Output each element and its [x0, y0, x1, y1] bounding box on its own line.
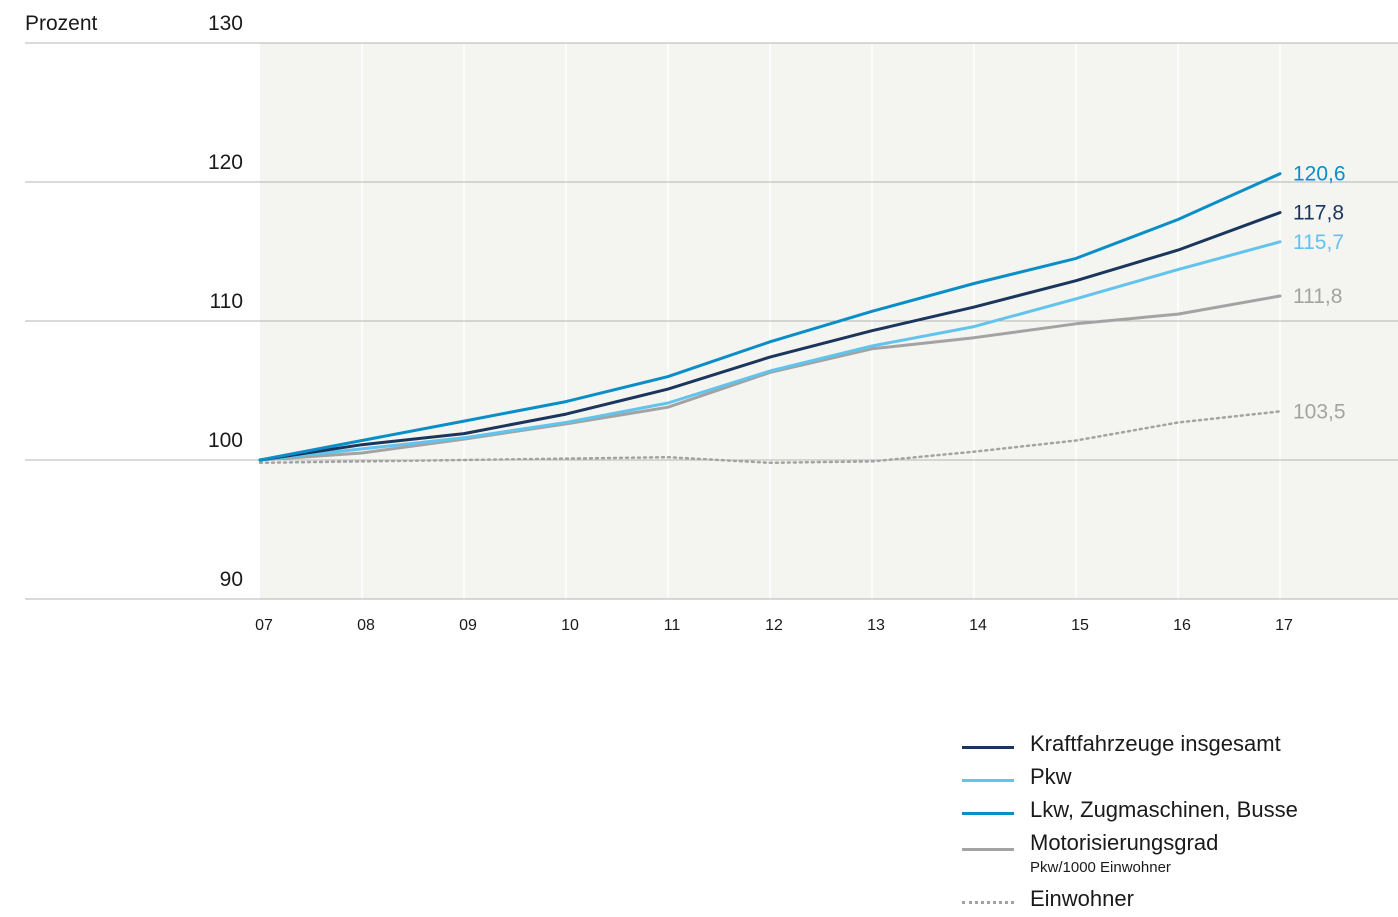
series-line-pkw [258, 240, 1282, 462]
legend-swatch [962, 848, 1014, 851]
legend-label: Kraftfahrzeuge insgesamt [1030, 731, 1281, 756]
x-tick-label: 11 [664, 617, 681, 634]
y-tick-label: 130 [208, 12, 243, 35]
x-tick-label: 12 [765, 617, 783, 634]
end-value-label: 120,6 [1293, 163, 1346, 186]
end-value-label: 103,5 [1293, 400, 1346, 423]
legend-item: Lkw, Zugmaschinen, Busse [962, 795, 1392, 828]
legend-swatch [962, 901, 1014, 904]
y-tick-label: 90 [220, 568, 243, 591]
series-line-kraftfahrzeuge-insgesamt [258, 211, 1282, 462]
line-chart: 90 100 110 120 130 Prozent 07 08 09 10 11 12 13 14 15 1… [25, 12, 1398, 634]
end-value-label: 115,7 [1293, 231, 1344, 254]
series-line-einwohner [258, 410, 1282, 465]
legend-item: Motorisierungsgrad Pkw/1000 Einwohner [962, 828, 1392, 884]
x-tick-label: 10 [561, 617, 579, 634]
legend-swatch [962, 779, 1014, 782]
legend-item: Pkw [962, 762, 1392, 795]
x-tick-label: 16 [1173, 617, 1191, 634]
legend-swatch [962, 812, 1014, 815]
x-tick-label: 14 [969, 617, 987, 634]
x-tick-label: 17 [1275, 617, 1293, 634]
end-value-label: 111,8 [1293, 285, 1342, 308]
y-tick-label: 110 [210, 290, 243, 313]
x-tick-label: 15 [1071, 617, 1089, 634]
legend-label: Motorisierungsgrad [1030, 830, 1219, 855]
y-tick-label: 100 [208, 429, 243, 452]
legend-item: Kraftfahrzeuge insgesamt [962, 729, 1392, 762]
legend-sublabel: Pkw/1000 Einwohner [1030, 859, 1171, 876]
legend-label: Pkw [1030, 764, 1072, 789]
series-line-lkw-zugmaschinen-busse [258, 172, 1282, 462]
legend-label: Einwohner [1030, 886, 1134, 911]
x-tick-label: 08 [357, 617, 375, 634]
x-tick-label: 09 [459, 617, 477, 634]
legend-swatch [962, 746, 1014, 749]
y-tick-label: 120 [208, 151, 243, 174]
end-value-label: 117,8 [1293, 202, 1344, 225]
legend: Kraftfahrzeuge insgesamt Pkw Lkw, Zugmasch… [962, 729, 1392, 917]
x-tick-label: 07 [255, 617, 273, 634]
legend-label: Lkw, Zugmaschinen, Busse [1030, 797, 1298, 822]
x-tick-label: 13 [867, 617, 885, 634]
y-unit-label: Prozent [25, 12, 98, 35]
legend-item: Einwohner [962, 884, 1392, 917]
